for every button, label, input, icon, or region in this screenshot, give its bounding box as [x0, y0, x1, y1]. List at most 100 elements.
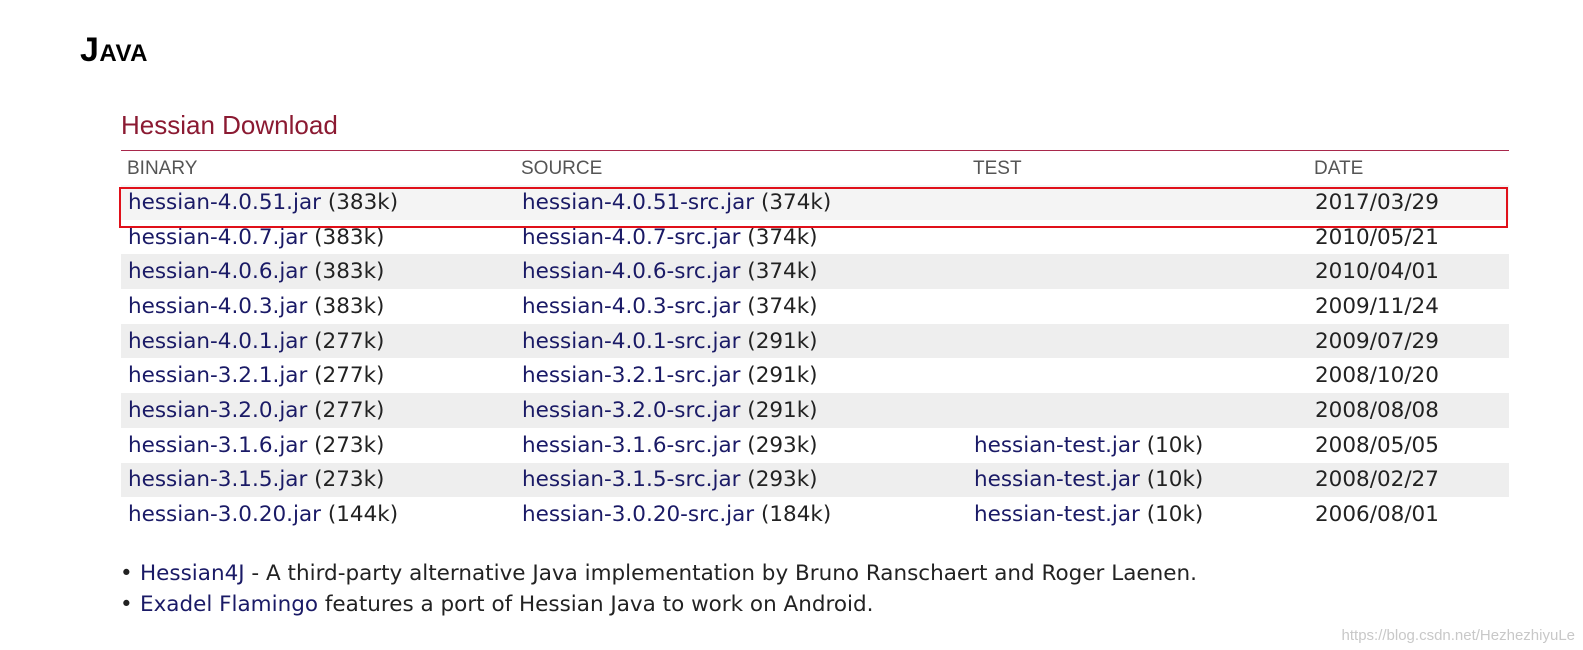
test-download-link[interactable]: hessian-test.jar	[974, 432, 1140, 458]
binary-download-link[interactable]: hessian-3.2.1.jar	[128, 363, 308, 389]
source-download-link[interactable]: hessian-3.2.0-src.jar	[522, 397, 741, 423]
column-header-date: DATE	[1314, 158, 1364, 179]
source-cell: hessian-3.0.20-src.jar (184k)	[515, 497, 967, 532]
binary-cell: hessian-3.2.0.jar (277k)	[121, 393, 515, 428]
source-download-link[interactable]: hessian-3.0.20-src.jar	[522, 502, 755, 528]
source-size: (293k)	[740, 432, 818, 458]
binary-size: (273k)	[307, 432, 385, 458]
binary-size: (144k)	[321, 502, 399, 528]
table-header-row: BINARY SOURCE TEST DATE	[121, 151, 1509, 185]
binary-size: (383k)	[307, 259, 385, 285]
binary-cell: hessian-4.0.7.jar (383k)	[121, 219, 515, 255]
source-download-link[interactable]: hessian-4.0.3-src.jar	[522, 293, 741, 319]
source-download-link[interactable]: hessian-4.0.51-src.jar	[522, 189, 755, 215]
date-cell: 2009/11/24	[1308, 289, 1509, 324]
table-row: hessian-4.0.1.jar (277k) hessian-4.0.1-s…	[121, 323, 1509, 359]
bullet-icon: •	[120, 592, 133, 617]
binary-download-link[interactable]: hessian-4.0.3.jar	[128, 293, 308, 319]
source-size: (374k)	[740, 224, 818, 250]
table-row: hessian-3.0.20.jar (144k) hessian-3.0.20…	[121, 497, 1509, 532]
source-size: (291k)	[740, 363, 818, 389]
exadel-flamingo-link[interactable]: Exadel Flamingo	[140, 592, 319, 617]
date-cell: 2010/04/01	[1308, 254, 1509, 290]
binary-download-link[interactable]: hessian-4.0.51.jar	[128, 189, 321, 215]
table-row: hessian-4.0.6.jar (383k) hessian-4.0.6-s…	[121, 254, 1509, 290]
hessian4j-description: - A third-party alternative Java impleme…	[244, 561, 1197, 586]
list-item: • Exadel Flamingo features a port of Hes…	[120, 589, 1197, 620]
binary-size: (273k)	[307, 467, 385, 493]
source-download-link[interactable]: hessian-4.0.7-src.jar	[522, 224, 741, 250]
binary-download-link[interactable]: hessian-3.1.6.jar	[128, 432, 308, 458]
source-size: (374k)	[740, 293, 818, 319]
test-size: (10k)	[1139, 432, 1204, 458]
source-cell: hessian-4.0.6-src.jar (374k)	[515, 254, 967, 290]
binary-size: (383k)	[321, 189, 399, 215]
binary-download-link[interactable]: hessian-4.0.1.jar	[128, 328, 308, 354]
source-size: (291k)	[740, 397, 818, 423]
source-cell: hessian-3.2.1-src.jar (291k)	[515, 358, 967, 394]
binary-cell: hessian-4.0.1.jar (277k)	[121, 323, 515, 359]
date-cell: 2008/02/27	[1308, 462, 1509, 498]
source-size: (374k)	[754, 189, 832, 215]
section-title: Hessian Download	[121, 108, 1509, 151]
binary-download-link[interactable]: hessian-4.0.7.jar	[128, 224, 308, 250]
table-row: hessian-4.0.7.jar (383k) hessian-4.0.7-s…	[121, 219, 1509, 255]
table-row: hessian-3.1.5.jar (273k) hessian-3.1.5-s…	[121, 462, 1509, 498]
list-item: • Hessian4J - A third-party alternative …	[120, 558, 1197, 589]
test-cell	[967, 358, 1308, 394]
hessian-download-section: Hessian Download BINARY SOURCE TEST DATE…	[121, 108, 1509, 532]
binary-cell: hessian-4.0.3.jar (383k)	[121, 289, 515, 324]
table-row: hessian-4.0.3.jar (383k) hessian-4.0.3-s…	[121, 289, 1509, 324]
binary-download-link[interactable]: hessian-3.2.0.jar	[128, 397, 308, 423]
watermark: https://blog.csdn.net/HezhezhiyuLe	[1341, 627, 1575, 644]
hessian4j-link[interactable]: Hessian4J	[140, 561, 245, 586]
date-cell: 2008/05/05	[1308, 427, 1509, 463]
source-cell: hessian-3.1.5-src.jar (293k)	[515, 462, 967, 498]
related-links-list: • Hessian4J - A third-party alternative …	[120, 558, 1197, 620]
binary-cell: hessian-4.0.51.jar (383k)	[121, 185, 515, 220]
date-cell: 2009/07/29	[1308, 323, 1509, 359]
page-heading: Java	[80, 31, 149, 69]
binary-size: (383k)	[307, 224, 385, 250]
binary-cell: hessian-3.0.20.jar (144k)	[121, 497, 515, 532]
binary-cell: hessian-3.1.5.jar (273k)	[121, 462, 515, 498]
column-header-source: SOURCE	[521, 158, 603, 179]
binary-size: (277k)	[307, 363, 385, 389]
test-cell: hessian-test.jar (10k)	[967, 462, 1308, 498]
date-cell: 2008/10/20	[1308, 358, 1509, 394]
source-size: (291k)	[740, 328, 818, 354]
date-cell: 2010/05/21	[1308, 219, 1509, 255]
test-download-link[interactable]: hessian-test.jar	[974, 502, 1140, 528]
source-download-link[interactable]: hessian-4.0.6-src.jar	[522, 259, 741, 285]
test-cell	[967, 185, 1308, 220]
test-size: (10k)	[1139, 502, 1204, 528]
source-cell: hessian-3.2.0-src.jar (291k)	[515, 393, 967, 428]
source-download-link[interactable]: hessian-3.1.6-src.jar	[522, 432, 741, 458]
date-cell: 2006/08/01	[1308, 497, 1509, 532]
binary-size: (383k)	[307, 293, 385, 319]
test-download-link[interactable]: hessian-test.jar	[974, 467, 1140, 493]
source-cell: hessian-4.0.51-src.jar (374k)	[515, 185, 967, 220]
bullet-icon: •	[120, 561, 133, 586]
binary-download-link[interactable]: hessian-4.0.6.jar	[128, 259, 308, 285]
source-cell: hessian-4.0.7-src.jar (374k)	[515, 219, 967, 255]
test-size: (10k)	[1139, 467, 1204, 493]
binary-cell: hessian-4.0.6.jar (383k)	[121, 254, 515, 290]
binary-cell: hessian-3.2.1.jar (277k)	[121, 358, 515, 394]
binary-size: (277k)	[307, 328, 385, 354]
test-cell: hessian-test.jar (10k)	[967, 427, 1308, 463]
downloads-table: BINARY SOURCE TEST DATE hessian-4.0.51.j…	[121, 151, 1509, 532]
binary-download-link[interactable]: hessian-3.1.5.jar	[128, 467, 308, 493]
source-download-link[interactable]: hessian-3.1.5-src.jar	[522, 467, 741, 493]
table-row: hessian-3.2.1.jar (277k) hessian-3.2.1-s…	[121, 358, 1509, 394]
test-cell	[967, 289, 1308, 324]
source-download-link[interactable]: hessian-3.2.1-src.jar	[522, 363, 741, 389]
source-size: (184k)	[754, 502, 832, 528]
test-cell: hessian-test.jar (10k)	[967, 497, 1308, 532]
source-download-link[interactable]: hessian-4.0.1-src.jar	[522, 328, 741, 354]
table-row: hessian-3.1.6.jar (273k) hessian-3.1.6-s…	[121, 427, 1509, 463]
source-cell: hessian-3.1.6-src.jar (293k)	[515, 427, 967, 463]
exadel-flamingo-description: features a port of Hessian Java to work …	[318, 592, 874, 617]
table-row: hessian-4.0.51.jar (383k) hessian-4.0.51…	[121, 185, 1509, 220]
binary-download-link[interactable]: hessian-3.0.20.jar	[128, 502, 321, 528]
